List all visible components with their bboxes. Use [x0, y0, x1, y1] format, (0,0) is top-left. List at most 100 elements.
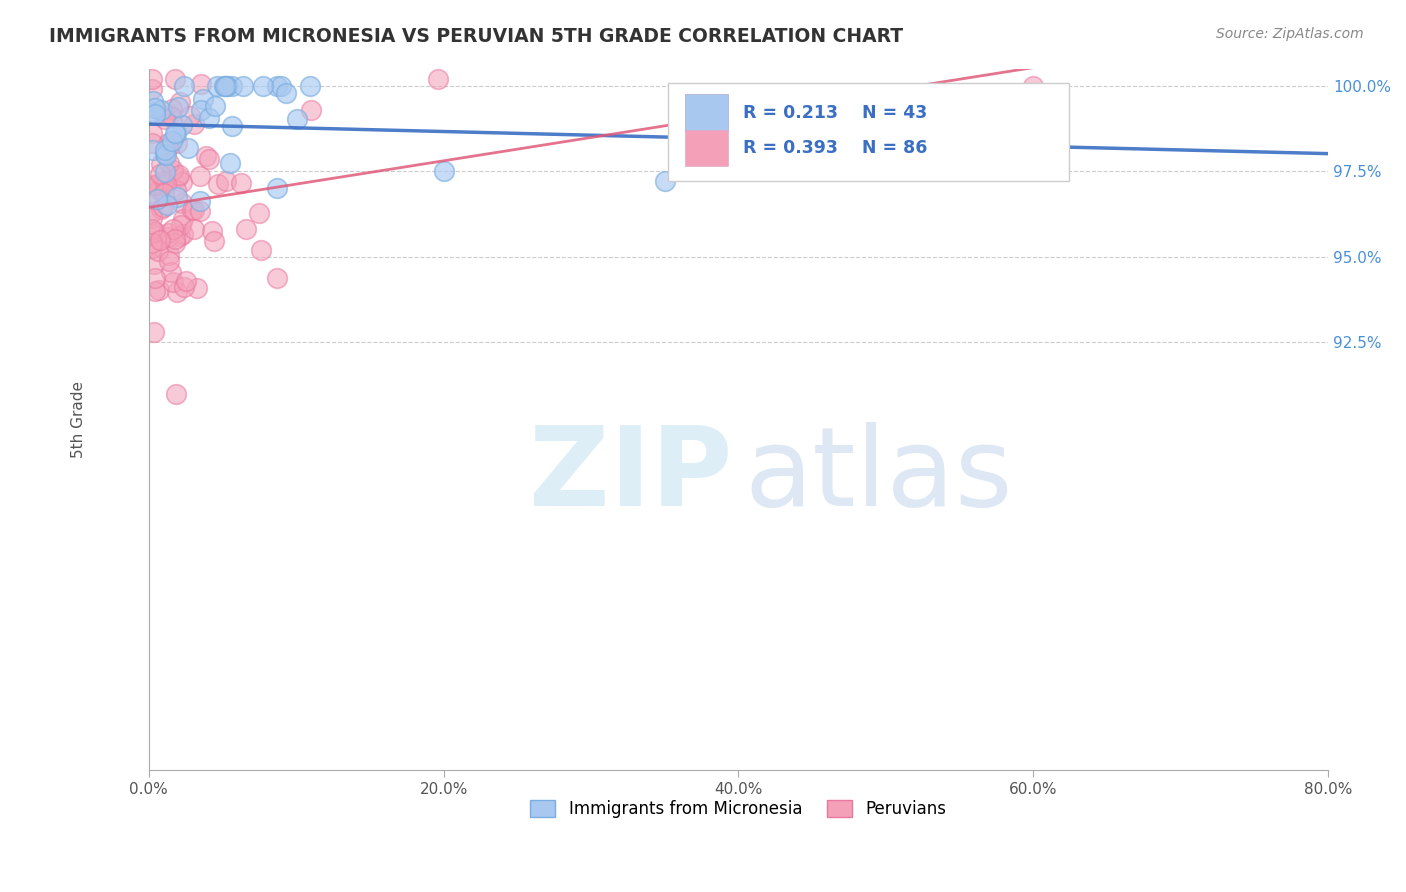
Peruvians — [188, 169, 211, 184]
Peruvians — [235, 222, 257, 236]
Immigrants from Micronesia — [142, 105, 165, 120]
Immigrants from Micronesia — [193, 92, 215, 106]
Peruvians — [149, 156, 172, 170]
Immigrants from Micronesia — [276, 86, 298, 100]
Peruvians — [163, 235, 186, 250]
Text: IMMIGRANTS FROM MICRONESIA VS PERUVIAN 5TH GRADE CORRELATION CHART: IMMIGRANTS FROM MICRONESIA VS PERUVIAN 5… — [49, 27, 903, 45]
Peruvians — [183, 117, 205, 131]
Immigrants from Micronesia — [219, 155, 242, 169]
Peruvians — [157, 140, 180, 154]
Peruvians — [141, 136, 163, 150]
Peruvians — [149, 233, 172, 247]
Immigrants from Micronesia — [270, 78, 292, 93]
Immigrants from Micronesia — [167, 100, 190, 114]
Peruvians — [159, 108, 181, 122]
FancyBboxPatch shape — [685, 129, 728, 166]
Immigrants from Micronesia — [204, 99, 226, 113]
Peruvians — [250, 243, 273, 257]
Peruvians — [141, 126, 163, 140]
Peruvians — [148, 283, 170, 297]
Peruvians — [143, 225, 166, 239]
Immigrants from Micronesia — [214, 78, 236, 93]
Immigrants from Micronesia — [232, 78, 254, 93]
Immigrants from Micronesia — [215, 78, 238, 93]
Peruvians — [149, 168, 172, 182]
Y-axis label: 5th Grade: 5th Grade — [72, 381, 86, 458]
Immigrants from Micronesia — [214, 78, 236, 93]
Peruvians — [141, 227, 163, 241]
Peruvians — [141, 241, 163, 255]
Peruvians — [170, 175, 193, 189]
Peruvians — [169, 169, 191, 183]
Immigrants from Micronesia — [266, 78, 288, 93]
Peruvians — [141, 211, 163, 226]
Peruvians — [195, 149, 218, 163]
Peruvians — [166, 170, 188, 185]
Immigrants from Micronesia — [149, 103, 172, 117]
Peruvians — [145, 285, 167, 299]
Peruvians — [162, 276, 184, 290]
Peruvians — [159, 265, 181, 279]
Peruvians — [166, 136, 188, 151]
Peruvians — [426, 71, 449, 86]
Peruvians — [141, 222, 163, 236]
Text: R = 0.213    N = 43: R = 0.213 N = 43 — [744, 103, 928, 121]
Immigrants from Micronesia — [142, 94, 165, 108]
Peruvians — [148, 244, 170, 258]
Peruvians — [229, 176, 252, 190]
Peruvians — [170, 196, 193, 211]
Peruvians — [160, 110, 183, 124]
Immigrants from Micronesia — [432, 164, 454, 178]
Peruvians — [170, 218, 193, 232]
Immigrants from Micronesia — [654, 174, 676, 188]
Peruvians — [157, 136, 180, 150]
Peruvians — [157, 155, 180, 169]
Peruvians — [169, 229, 191, 244]
Peruvians — [157, 254, 180, 268]
Peruvians — [165, 183, 187, 197]
Immigrants from Micronesia — [162, 134, 184, 148]
Peruvians — [172, 227, 194, 242]
FancyBboxPatch shape — [668, 83, 1069, 181]
Text: Source: ZipAtlas.com: Source: ZipAtlas.com — [1216, 27, 1364, 41]
Peruvians — [163, 71, 186, 86]
Immigrants from Micronesia — [156, 197, 179, 211]
Immigrants from Micronesia — [197, 111, 219, 125]
Peruvians — [169, 95, 191, 109]
Immigrants from Micronesia — [221, 120, 243, 134]
Peruvians — [162, 163, 184, 178]
Peruvians — [165, 386, 187, 401]
Peruvians — [152, 201, 174, 215]
Peruvians — [299, 103, 322, 118]
Immigrants from Micronesia — [155, 148, 177, 162]
Immigrants from Micronesia — [153, 147, 176, 161]
Peruvians — [173, 280, 195, 294]
Peruvians — [180, 202, 202, 217]
Immigrants from Micronesia — [188, 194, 211, 208]
Peruvians — [141, 82, 163, 96]
Immigrants from Micronesia — [145, 192, 167, 206]
Peruvians — [146, 178, 169, 192]
Immigrants from Micronesia — [266, 181, 288, 195]
FancyBboxPatch shape — [685, 95, 728, 131]
Peruvians — [202, 234, 225, 248]
Immigrants from Micronesia — [205, 78, 228, 93]
Peruvians — [1022, 78, 1045, 93]
Peruvians — [141, 235, 163, 250]
Immigrants from Micronesia — [221, 78, 243, 93]
Peruvians — [183, 203, 205, 218]
Peruvians — [172, 212, 194, 227]
Peruvians — [157, 230, 180, 244]
Peruvians — [143, 271, 166, 285]
Immigrants from Micronesia — [173, 78, 195, 93]
Peruvians — [165, 232, 187, 246]
Legend: Immigrants from Micronesia, Peruvians: Immigrants from Micronesia, Peruvians — [523, 793, 953, 825]
Peruvians — [148, 183, 170, 197]
Peruvians — [148, 191, 170, 205]
Text: atlas: atlas — [744, 422, 1012, 529]
Peruvians — [153, 186, 176, 200]
Peruvians — [153, 112, 176, 126]
Immigrants from Micronesia — [285, 112, 308, 127]
Peruvians — [141, 71, 163, 86]
Peruvians — [142, 257, 165, 271]
